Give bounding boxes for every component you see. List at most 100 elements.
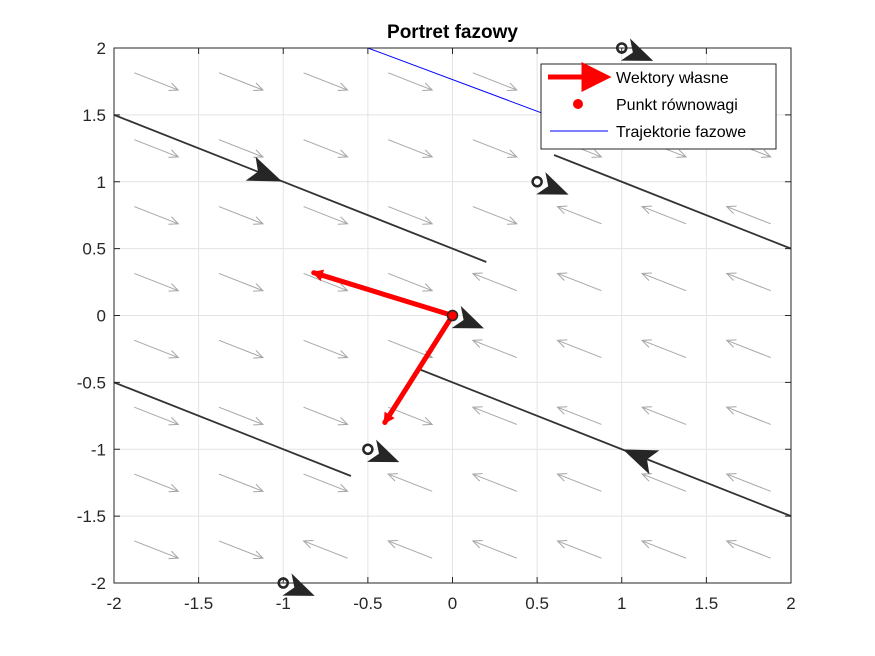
legend-equilibrium-icon [573, 99, 583, 109]
field-arrow [134, 206, 180, 225]
field-arrow [556, 540, 602, 559]
start-arrowhead [367, 439, 400, 463]
equilibrium-point [446, 309, 459, 322]
x-tick-label: 0.5 [525, 594, 549, 613]
trajectory-line [114, 114, 487, 263]
field-arrow [725, 205, 771, 225]
field-arrow [218, 540, 265, 560]
field-arrow [303, 139, 349, 158]
field-arrow [388, 139, 434, 158]
field-arrow [303, 206, 349, 225]
eigenvector-head-2 [383, 411, 395, 425]
field-arrow [471, 339, 517, 359]
field-arrow [388, 272, 434, 292]
field-arrow [134, 72, 180, 91]
field-arrow [303, 272, 349, 292]
field-arrow [388, 72, 434, 91]
field-arrow [556, 473, 602, 492]
start-arrowhead [282, 573, 315, 596]
field-arrow [471, 406, 517, 425]
field-arrow [725, 406, 771, 425]
eigenvector-2 [382, 313, 455, 425]
y-tick-label: 0 [97, 307, 106, 326]
start-arrowhead [536, 172, 569, 195]
trajectory-line [553, 154, 791, 250]
trajectory-arrowhead [622, 449, 660, 475]
chart-title: Portret fazowy [387, 22, 518, 43]
field-arrow [725, 540, 771, 559]
field-arrow [640, 205, 687, 225]
field-arrow [303, 473, 349, 493]
field-arrow [471, 540, 517, 559]
field-arrow [472, 72, 518, 91]
field-arrow [556, 272, 602, 292]
start-arrowhead [451, 305, 484, 329]
field-arrow [640, 473, 687, 492]
trajectory-line [367, 48, 555, 119]
trajectory-arrowhead [245, 156, 283, 182]
field-arrow [556, 339, 602, 359]
field-arrow [387, 540, 433, 559]
field-arrow [471, 473, 517, 492]
field-arrow [134, 540, 180, 560]
field-arrow [640, 339, 687, 359]
field-arrow [134, 272, 180, 292]
x-tick-label: -1.5 [184, 594, 213, 613]
y-tick-label: -0.5 [77, 373, 106, 392]
field-arrow [218, 406, 265, 426]
field-arrow [134, 473, 180, 493]
field-arrow [218, 139, 265, 158]
x-tick-label: 1.5 [695, 594, 719, 613]
initial-point [531, 176, 543, 188]
y-tick-label: -1 [91, 440, 106, 459]
field-arrow [472, 139, 518, 158]
legend-label-trajectories: Trajektorie fazowe [616, 124, 746, 141]
trajectory-line [114, 381, 352, 477]
legend-label-eigenvectors: Wektory własne [616, 70, 729, 87]
field-arrow [472, 206, 518, 225]
x-tick-label: 0 [448, 594, 457, 613]
y-tick-label: -2 [91, 574, 106, 593]
trajectory-line [418, 368, 791, 517]
legend-label-equilibrium: Punkt równowagi [616, 97, 738, 114]
x-tick-label: -0.5 [353, 594, 382, 613]
legend: Wektory własne Punkt równowagi Trajektor… [540, 62, 777, 150]
field-arrow [725, 339, 771, 359]
eigenvector-head-1 [311, 269, 325, 282]
field-arrow [471, 272, 517, 292]
x-tick-label: 2 [786, 594, 795, 613]
field-arrow [303, 72, 349, 91]
field-arrow [218, 473, 265, 493]
x-tick-label: 1 [617, 594, 626, 613]
field-arrow [556, 406, 602, 425]
field-arrow [134, 339, 180, 359]
field-arrow [725, 473, 771, 492]
y-tick-label: -1.5 [77, 507, 106, 526]
field-arrow [218, 339, 265, 359]
initial-point [362, 443, 374, 455]
y-tick-label: 1 [97, 173, 106, 192]
field-arrow [640, 540, 687, 559]
x-tick-label: -1 [276, 594, 291, 613]
x-tick-label: -2 [106, 594, 121, 613]
field-arrow [302, 540, 348, 559]
field-arrow [134, 406, 180, 426]
y-tick-label: 2 [97, 39, 106, 58]
start-arrowhead [620, 38, 654, 61]
field-arrow [725, 272, 771, 292]
field-arrow [218, 72, 265, 91]
field-arrow [218, 206, 265, 225]
field-arrow [640, 272, 687, 292]
field-arrow [134, 139, 180, 158]
field-arrow [640, 406, 687, 425]
field-arrow [303, 406, 349, 426]
y-tick-label: 0.5 [82, 240, 106, 259]
y-tick-label: 1.5 [82, 106, 106, 125]
field-arrow [388, 206, 434, 225]
eigenvector-1 [311, 270, 455, 318]
field-arrow [556, 205, 602, 225]
field-arrow [387, 473, 433, 492]
field-arrow [303, 339, 349, 359]
field-arrow [218, 272, 265, 292]
